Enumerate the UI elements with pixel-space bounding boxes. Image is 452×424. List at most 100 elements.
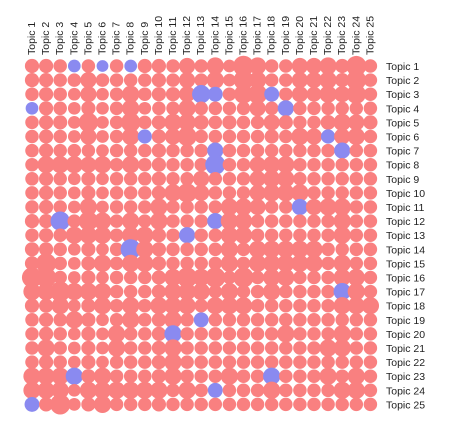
bubble-cell bbox=[136, 381, 154, 399]
bubble-cell bbox=[151, 72, 167, 88]
bubble-cell bbox=[151, 58, 167, 74]
bubble-cell bbox=[109, 143, 124, 158]
bubble-cell bbox=[79, 226, 98, 244]
bubble-cell bbox=[25, 143, 39, 158]
bubble-cell bbox=[67, 130, 81, 143]
bubble-cell bbox=[236, 186, 251, 200]
bubble-cell bbox=[307, 383, 321, 398]
bubble-cell bbox=[137, 58, 152, 74]
bubble-cell bbox=[291, 240, 309, 258]
bubble-cell bbox=[81, 242, 96, 257]
bubble-cell bbox=[264, 143, 279, 158]
bubble-cell bbox=[25, 157, 39, 172]
bubble-cell bbox=[194, 73, 208, 87]
bubble-cell bbox=[208, 186, 223, 200]
bubble-cell bbox=[250, 383, 265, 398]
bubble-cell bbox=[250, 115, 265, 130]
bubble-cell bbox=[248, 240, 267, 258]
x-tick-label: Topic 17 bbox=[252, 16, 264, 55]
bubble-cell bbox=[151, 171, 167, 186]
bubble-cell bbox=[166, 228, 180, 242]
bubble-cell bbox=[180, 313, 194, 327]
bubble-cell bbox=[279, 73, 293, 87]
bubble-cell bbox=[53, 143, 67, 158]
bubble-cell bbox=[363, 87, 378, 101]
bubble-cell bbox=[38, 87, 54, 102]
bubble-cell bbox=[194, 242, 208, 257]
bubble-cell bbox=[349, 256, 364, 271]
bubble-cell bbox=[250, 313, 265, 327]
bubble-cell bbox=[67, 143, 82, 158]
bubble-cell bbox=[166, 73, 180, 87]
bubble-cell bbox=[179, 72, 196, 89]
bubble-cell bbox=[67, 172, 81, 186]
bubble-cell bbox=[264, 200, 279, 214]
bubble-cell bbox=[38, 115, 54, 130]
bubble-cell bbox=[293, 115, 307, 130]
bubble-cell bbox=[81, 143, 96, 158]
bubble-cell bbox=[93, 226, 112, 244]
bubble-cell bbox=[38, 58, 54, 74]
bubble-cell bbox=[249, 170, 266, 187]
bubble-cell bbox=[307, 157, 321, 172]
bubble-cell bbox=[206, 57, 224, 75]
bubble-cell bbox=[335, 397, 349, 412]
bubble-cell bbox=[96, 60, 109, 72]
bubble-cell bbox=[220, 297, 239, 315]
bubble-cell bbox=[277, 156, 295, 174]
bubble-cell bbox=[81, 59, 96, 73]
bubble-cell bbox=[194, 228, 208, 242]
bubble-cell bbox=[166, 101, 180, 116]
bubble-cell bbox=[307, 172, 321, 186]
bubble-cell bbox=[279, 298, 293, 313]
bubble-grid bbox=[21, 55, 380, 415]
bubble-cell bbox=[347, 127, 365, 146]
bubble-cell bbox=[321, 186, 335, 200]
bubble-cell bbox=[193, 184, 210, 201]
bubble-cell bbox=[223, 73, 236, 87]
bubble-cell bbox=[109, 157, 124, 172]
bubble-cell bbox=[208, 327, 223, 341]
bubble-cell bbox=[222, 172, 237, 186]
bubble-cell bbox=[349, 186, 364, 200]
bubble-cell bbox=[277, 100, 294, 117]
bubble-cell bbox=[363, 59, 378, 73]
bubble-cell bbox=[96, 271, 109, 284]
bubble-cell bbox=[53, 101, 67, 116]
bubble-cell bbox=[222, 157, 237, 172]
bubble-cell bbox=[79, 381, 98, 399]
bubble-cell bbox=[207, 86, 223, 102]
bubble-cell bbox=[250, 397, 265, 412]
x-tick-label: Topic 3 bbox=[54, 22, 66, 55]
bubble-cell bbox=[264, 397, 279, 412]
bubble-cell bbox=[348, 114, 365, 131]
bubble-cell bbox=[277, 184, 295, 202]
bubble-cell bbox=[166, 59, 180, 73]
bubble-cell bbox=[151, 129, 167, 144]
bubble-cell bbox=[123, 200, 138, 214]
bubble-cell bbox=[334, 86, 351, 103]
bubble-cell bbox=[293, 355, 307, 369]
bubble-cell bbox=[249, 198, 266, 216]
bubble-cell bbox=[222, 143, 237, 158]
bubble-cell bbox=[180, 172, 194, 186]
bubble-cell bbox=[122, 212, 140, 230]
bubble-cell bbox=[81, 312, 96, 327]
bubble-cell bbox=[277, 268, 295, 287]
bubble-cell bbox=[363, 256, 378, 271]
bubble-cell bbox=[53, 327, 67, 341]
bubble-cell bbox=[222, 355, 237, 369]
bubble-cell bbox=[208, 313, 223, 327]
bubble-cell bbox=[205, 267, 226, 288]
bubble-cell bbox=[319, 367, 337, 385]
x-tick-label: Topic 9 bbox=[139, 22, 151, 55]
bubble-cell bbox=[138, 115, 152, 130]
bubble-cell bbox=[67, 73, 82, 87]
bubble-cell bbox=[279, 341, 293, 355]
bubble-cell bbox=[122, 311, 140, 329]
bubble-cell bbox=[333, 381, 351, 399]
bubble-cell bbox=[80, 72, 97, 89]
bubble-cell bbox=[25, 186, 39, 200]
